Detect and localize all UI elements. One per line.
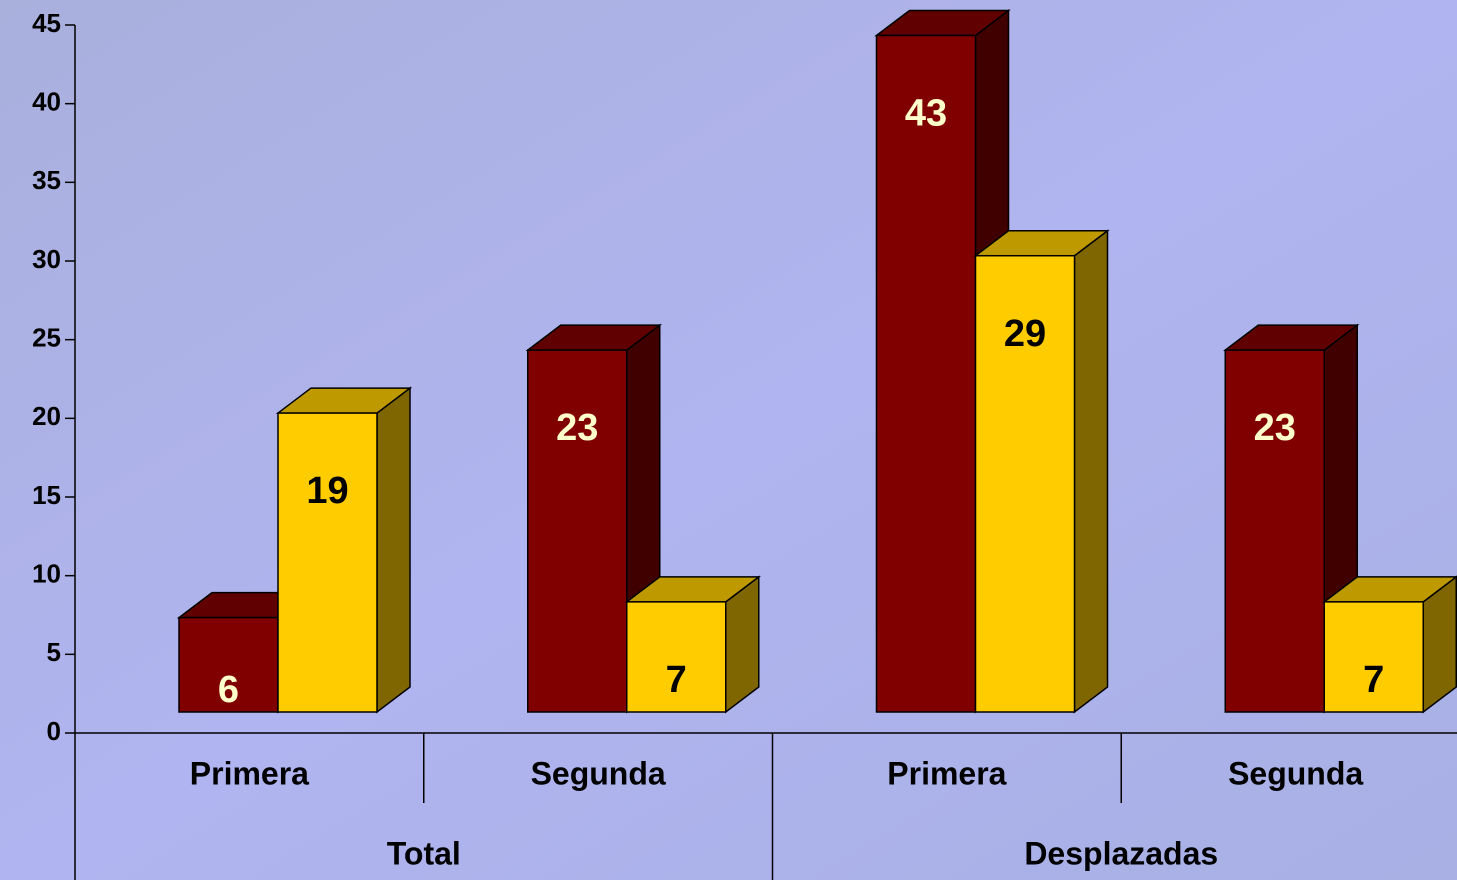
value-label: 23 xyxy=(1254,407,1296,449)
value-label: 6 xyxy=(218,669,239,711)
x-tick-label: Segunda xyxy=(531,755,666,791)
value-label: 19 xyxy=(306,470,348,512)
y-tick-label: 5 xyxy=(47,637,61,667)
y-tick-label: 15 xyxy=(32,480,61,510)
y-tick-label: 0 xyxy=(47,716,61,746)
value-label: 43 xyxy=(905,92,947,134)
bar-side xyxy=(1073,229,1109,714)
y-tick-label: 30 xyxy=(32,244,61,274)
x-tick-label: Segunda xyxy=(1228,755,1363,791)
bar xyxy=(1323,601,1424,713)
bar-side xyxy=(376,386,411,714)
x-tick-label: Primera xyxy=(887,755,1006,791)
x-tick-label: Primera xyxy=(190,755,309,791)
y-tick-label: 45 xyxy=(32,8,61,38)
y-tick-label: 20 xyxy=(32,401,61,431)
y-tick-label: 25 xyxy=(32,323,61,353)
bar xyxy=(1224,349,1325,713)
value-label: 7 xyxy=(1363,659,1384,701)
bar xyxy=(527,349,628,713)
y-tick-label: 40 xyxy=(32,87,61,117)
bar xyxy=(277,412,378,713)
y-tick-label: 10 xyxy=(32,559,61,589)
bar xyxy=(626,601,727,713)
bar xyxy=(974,254,1076,713)
group-label: Total xyxy=(387,835,461,871)
y-tick-label: 35 xyxy=(32,165,61,195)
group-label: Desplazadas xyxy=(1024,835,1218,871)
bar xyxy=(178,616,279,713)
bar xyxy=(875,34,977,713)
value-label: 29 xyxy=(1004,313,1046,355)
value-label: 7 xyxy=(666,659,687,701)
value-label: 23 xyxy=(556,407,598,449)
